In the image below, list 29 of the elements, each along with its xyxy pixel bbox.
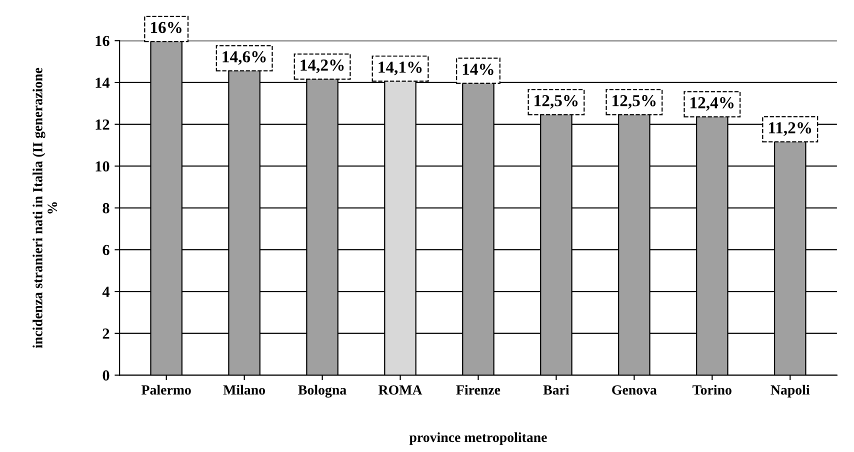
y-axis-title: incidenza stranieri nati in Italia (II generazione % [32,68,58,348]
x-tick-label: Torino [692,384,732,395]
x-tick-label: Milano [223,384,266,395]
data-label: 14,1% [378,62,422,76]
data-label: 12,4% [690,97,734,111]
y-tick-label: 12 [96,119,110,130]
x-axis-title: province metropolitane [409,432,547,445]
data-label: 14,2% [300,60,344,74]
x-tick-label: Bari [543,384,570,395]
y-tick-label: 14 [96,78,110,88]
x-tick-label: Genova [612,385,657,395]
data-label: 12,5% [534,95,578,109]
y-tick-label: 10 [96,161,110,172]
x-tick-label: Palermo [142,384,191,395]
y-tick-label: 6 [102,244,110,256]
x-tick-label: ROMA [378,385,422,395]
y-tick-label: 4 [102,286,110,297]
y-tick-label: 2 [102,328,110,339]
y-tick-label: 0 [102,370,110,381]
data-label: 16% [151,22,182,34]
data-label: 11,2% [769,122,812,136]
x-tick-label: Firenze [456,384,500,395]
data-label: 14% [462,64,494,75]
y-tick-label: 16 [96,36,110,46]
data-label: 12,5% [612,95,656,109]
x-tick-label: Bologna [298,384,346,398]
x-tick-label: Napoli [770,384,810,398]
data-label: 14,6% [222,51,266,65]
y-tick-label: 8 [102,203,110,214]
